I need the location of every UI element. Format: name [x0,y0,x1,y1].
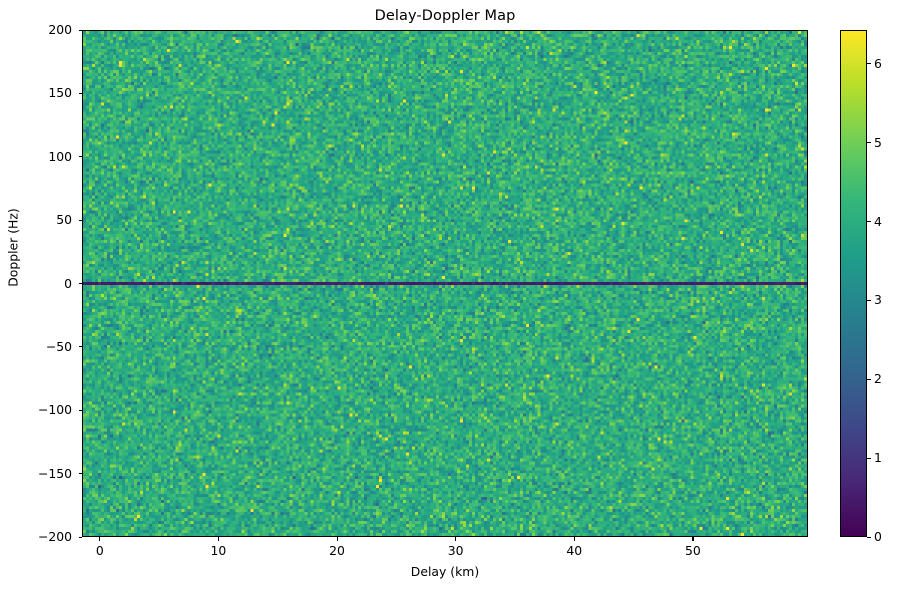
x-axis-tick [455,537,457,541]
colorbar-tick [867,221,871,223]
colorbar-tick-label: 5 [874,134,882,150]
x-axis-tick-label: 20 [329,543,345,558]
y-axis-tick-label: −100 [37,402,72,418]
colorbar-gradient [841,31,866,536]
y-axis-tick [78,473,82,475]
colorbar-tick-label: 3 [874,292,882,308]
x-axis-tick [692,537,694,541]
y-axis-tick [78,409,82,411]
y-axis-tick-label: −150 [37,465,72,481]
x-axis-tick-label: 40 [566,543,583,558]
colorbar-tick [867,63,871,65]
x-axis-tick [336,537,338,541]
colorbar-tick [867,299,871,302]
x-axis-label: Delay (km) [410,564,480,579]
y-axis-label: Doppler (Hz) [5,208,21,287]
colorbar-tick-label: 1 [874,450,882,466]
y-axis-tick [78,156,82,158]
colorbar-tick [867,536,871,538]
heatmap-plot-area[interactable] [82,30,808,537]
colorbar[interactable] [840,30,867,537]
x-axis-tick-label: 10 [210,543,227,558]
y-axis-tick [78,219,82,221]
y-axis-tick-label: −50 [45,338,72,354]
y-axis-tick [78,536,82,538]
colorbar-tick-label: 4 [874,213,882,229]
y-axis-tick-label: 0 [64,275,72,291]
y-axis-tick-label: 200 [48,22,72,37]
x-axis-tick [217,537,219,541]
y-axis-tick [78,283,82,285]
y-axis-tick-label: 50 [56,212,72,228]
y-axis-tick-label: 150 [48,85,72,101]
colorbar-tick-label: 0 [874,529,882,544]
y-axis-tick-label: −200 [37,529,72,544]
x-axis-tick-label: 50 [685,543,701,558]
colorbar-tick [867,142,871,144]
y-axis-tick-label: 100 [48,148,72,164]
y-axis-tick [78,92,82,94]
colorbar-tick [867,378,871,380]
delay-doppler-heatmap-image [83,31,807,536]
colorbar-tick-label: 6 [874,55,882,71]
page-title: Delay-Doppler Map [374,8,516,24]
x-axis-tick-label: 0 [95,543,104,558]
x-axis-tick [99,537,101,541]
x-axis-tick-label: 30 [447,543,464,558]
colorbar-tick-label: 2 [874,371,882,387]
y-axis-tick [78,29,82,31]
y-axis-tick [78,346,82,348]
colorbar-tick [867,457,871,459]
x-axis-tick [573,537,575,541]
